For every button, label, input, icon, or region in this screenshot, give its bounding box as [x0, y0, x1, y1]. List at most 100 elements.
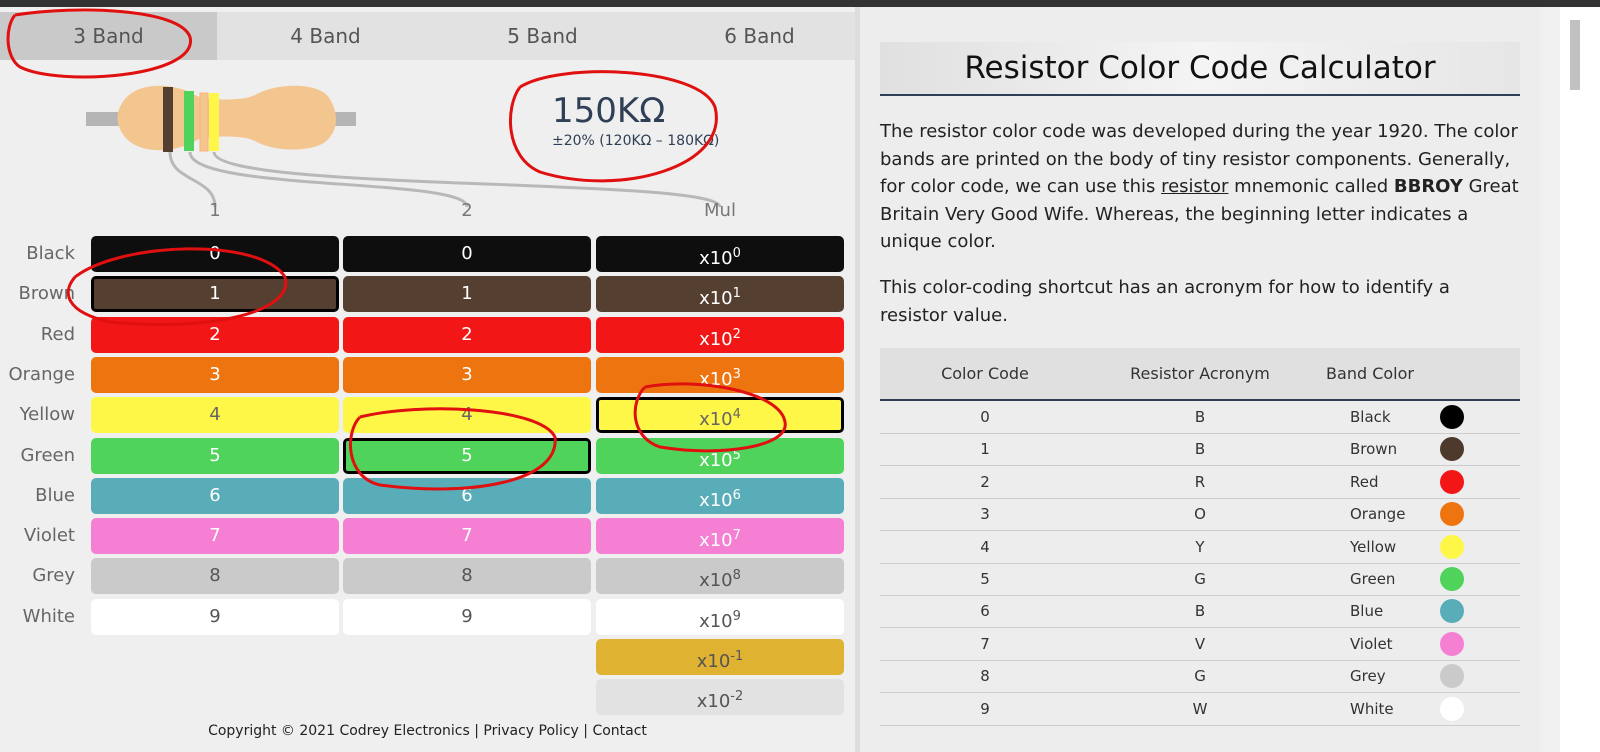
scrollbar-thumb[interactable] — [1570, 20, 1580, 90]
color-cell: Grey — [1350, 667, 1386, 686]
multiplier-base: x10 — [696, 691, 731, 713]
tab[interactable]: 4 Band — [290, 24, 361, 48]
code-cell: 6 — [980, 602, 990, 621]
digit-button[interactable]: 7 — [343, 518, 591, 555]
color-name: Yellow — [19, 404, 75, 426]
table-header-cell: Band Color — [1326, 364, 1414, 383]
text: The resistor color code was developed du… — [880, 121, 1518, 197]
digit-button[interactable]: 0 — [343, 236, 591, 272]
browser-bar — [0, 0, 1600, 7]
color-name: Blue — [35, 484, 75, 506]
color-cell: Red — [1350, 472, 1379, 491]
multiplier-exponent: 8 — [732, 568, 741, 584]
multiplier-button[interactable]: x100 — [596, 236, 844, 272]
code-cell: 2 — [980, 472, 990, 491]
multiplier-exponent: 4 — [732, 407, 741, 423]
color-swatch — [1440, 437, 1464, 462]
multiplier-exponent: -2 — [730, 689, 744, 705]
multiplier-button[interactable]: x103 — [596, 356, 844, 393]
digit-button[interactable]: 9 — [91, 598, 339, 635]
multiplier-base: x10 — [699, 449, 733, 471]
color-name: Grey — [32, 565, 75, 587]
multiplier-base: x10 — [699, 610, 733, 632]
splitter[interactable] — [855, 7, 860, 752]
color-swatch — [1440, 469, 1464, 494]
digit-button[interactable]: 6 — [91, 477, 339, 514]
multiplier-button[interactable]: x107 — [596, 518, 844, 555]
multiplier-exponent: 7 — [732, 528, 741, 544]
multiplier-button[interactable]: x105 — [596, 437, 844, 474]
digit-button[interactable]: 7 — [91, 518, 339, 555]
acronym-cell: B — [1194, 440, 1206, 459]
color-swatch — [1440, 567, 1464, 591]
column-header: 2 — [461, 200, 473, 221]
multiplier-button[interactable]: x101 — [596, 276, 844, 313]
acronym-cell: R — [1194, 472, 1206, 491]
digit-button[interactable]: 4 — [91, 397, 339, 434]
multiplier-exponent: 3 — [732, 366, 741, 382]
privacy-link[interactable]: Privacy Policy — [483, 723, 579, 739]
multiplier-exponent: 1 — [732, 286, 741, 302]
tab[interactable]: 6 Band — [724, 24, 795, 48]
text: Great Britain Very Good Wife. Whereas, t… — [880, 176, 1519, 252]
multiplier-exponent: 2 — [732, 326, 741, 342]
digit-button[interactable]: 9 — [343, 598, 591, 635]
multiplier-base: x10 — [699, 570, 733, 592]
table-row: 6 B Blue — [880, 595, 1520, 629]
digit-button[interactable]: 1 — [343, 276, 591, 313]
multiplier-exponent: 9 — [732, 608, 741, 624]
multiplier-button[interactable]: x102 — [596, 316, 844, 353]
digit-button[interactable]: 3 — [91, 356, 339, 393]
code-cell: 8 — [980, 667, 990, 686]
multiplier-button[interactable]: x10-2 — [596, 679, 844, 716]
digit-button[interactable]: 1 — [91, 276, 339, 313]
digit-button[interactable]: 3 — [343, 356, 591, 393]
color-cell: Blue — [1350, 602, 1384, 621]
table-row: 7 V Violet — [880, 628, 1520, 661]
digit-button[interactable]: 8 — [91, 558, 339, 595]
result-value: 150KΩ — [552, 91, 666, 131]
color-name: Orange — [8, 363, 75, 385]
code-cell: 0 — [980, 408, 990, 426]
multiplier-button[interactable]: x10-1 — [596, 639, 844, 675]
table-header: Color Code Resistor Acronym Band Color — [880, 348, 1520, 401]
digit-button[interactable]: 4 — [343, 397, 591, 434]
digit-button[interactable]: 2 — [343, 316, 591, 353]
color-name: Black — [26, 243, 75, 264]
copyright: Copyright © 2021 Codrey Electronics — [208, 723, 470, 739]
acronym-cell: W — [1192, 699, 1208, 718]
text: mnemonic called — [1228, 176, 1394, 197]
table-row: 9 W White — [880, 693, 1520, 726]
color-cell: Green — [1350, 570, 1396, 588]
color-name: Brown — [18, 283, 76, 305]
digit-button[interactable]: 5 — [91, 437, 339, 474]
multiplier-button[interactable]: x109 — [596, 598, 844, 635]
link[interactable]: resistor — [1161, 176, 1229, 197]
digit-button[interactable]: 6 — [343, 477, 591, 514]
color-grid: 1 2 Mul Black 0 0 x100 Brown 1 1 x101 Red 2 2 x102 Oran… — [0, 7, 855, 752]
paragraph: The resistor color code was developed du… — [880, 118, 1520, 256]
multiplier-exponent: 5 — [732, 447, 741, 463]
tab[interactable]: 3 Band — [0, 12, 217, 60]
color-swatch — [1440, 631, 1464, 656]
scrollbar[interactable] — [1560, 7, 1600, 752]
multiplier-button[interactable]: x106 — [596, 477, 844, 514]
color-cell: White — [1350, 699, 1394, 718]
tab[interactable]: 5 Band — [507, 24, 578, 48]
multiplier-button[interactable]: x108 — [596, 558, 844, 595]
acronym-cell: O — [1194, 505, 1206, 524]
digit-button[interactable]: 8 — [343, 558, 591, 595]
code-cell: 4 — [980, 537, 990, 556]
table-row: 1 B Brown — [880, 433, 1520, 467]
result-tolerance: ±20% (120KΩ – 180KΩ) — [552, 133, 720, 149]
multiplier-base: x10 — [699, 328, 733, 350]
contact-link[interactable]: Contact — [592, 723, 647, 739]
calculator-panel: 3 Band 4 Band 5 Band 6 Band 150KΩ ±20% (120… — [0, 7, 868, 752]
multiplier-exponent: 6 — [732, 487, 741, 503]
acronym-cell: V — [1194, 634, 1206, 653]
multiplier-base: x10 — [699, 248, 733, 269]
color-swatch — [1440, 664, 1464, 689]
column-header: Mul — [704, 200, 736, 221]
multiplier-base: x10 — [696, 651, 731, 672]
color-swatch — [1440, 502, 1464, 527]
